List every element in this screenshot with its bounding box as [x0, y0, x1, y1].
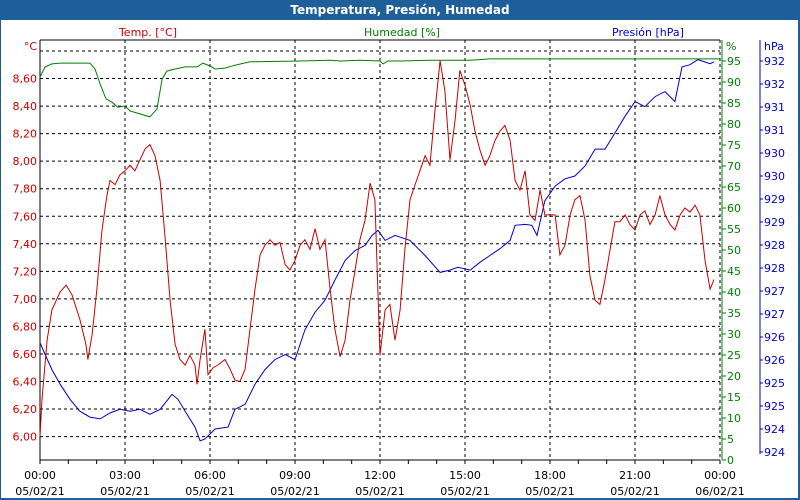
pressure-tick-label: 931: [764, 101, 785, 114]
x-tick-date: 05/02/21: [185, 485, 234, 498]
humidity-tick-label: 80: [727, 118, 741, 131]
temp-tick-label: 6,40: [13, 376, 38, 389]
legend-pressure: Presión [hPa]: [612, 26, 684, 39]
humidity-tick-label: 30: [727, 328, 741, 341]
humidity-tick-label: 65: [727, 181, 741, 194]
temp-tick-label: 8,40: [13, 100, 38, 113]
x-tick-date: 05/02/21: [100, 485, 149, 498]
humidity-tick-label: 5: [727, 433, 734, 446]
temperature-line: [39, 60, 715, 437]
temp-tick-label: 6,60: [13, 348, 38, 361]
x-tick-date: 05/02/21: [355, 485, 404, 498]
humidity-tick-label: 50: [727, 244, 741, 257]
humidity-tick-label: 55: [727, 223, 741, 236]
pressure-tick-label: 925: [764, 400, 785, 413]
humidity-tick-label: 60: [727, 202, 741, 215]
temp-tick-label: 6,00: [13, 431, 38, 444]
pressure-tick-label: 932: [764, 55, 785, 68]
legend-humidity: Humedad [%]: [364, 26, 440, 39]
x-tick-time: 00:00: [704, 469, 736, 482]
humidity-tick-label: 75: [727, 139, 741, 152]
x-tick-date: 05/02/21: [525, 485, 574, 498]
temp-tick-label: 7,40: [13, 238, 38, 251]
humidity-tick-label: 90: [727, 76, 741, 89]
axes: 6,00 6,20 6,40 6,60 6,80 7,00 7,20 7,40 7,60 7,80…: [13, 39, 785, 498]
humidity-tick-label: 20: [727, 370, 741, 383]
humidity-line: [39, 58, 720, 118]
pressure-tick-label: 931: [764, 124, 785, 137]
humidity-tick-label: 85: [727, 97, 741, 110]
humidity-tick-label: 0: [727, 454, 734, 467]
pressure-tick-label: 925: [764, 377, 785, 390]
humidity-tick-label: 70: [727, 160, 741, 173]
x-tick-date: 05/02/21: [15, 485, 64, 498]
temp-tick-label: 6,80: [13, 320, 38, 333]
temp-tick-label: 7,20: [13, 265, 38, 278]
x-tick-time: 00:00: [24, 469, 56, 482]
humidity-tick-label: 10: [727, 412, 741, 425]
pressure-tick-label: 926: [764, 331, 785, 344]
x-tick-time: 12:00: [364, 469, 396, 482]
x-tick-time: 09:00: [279, 469, 311, 482]
humidity-unit-label: %: [726, 40, 736, 53]
x-tick-time: 21:00: [619, 469, 651, 482]
humidity-tick-label: 40: [727, 286, 741, 299]
pressure-tick-label: 927: [764, 308, 785, 321]
x-tick-time: 03:00: [109, 469, 141, 482]
humidity-tick-label: 45: [727, 265, 741, 278]
grid: [40, 40, 721, 460]
series-lines: [39, 58, 720, 442]
pressure-tick-label: 930: [764, 170, 785, 183]
pressure-tick-label: 924: [764, 446, 785, 459]
pressure-tick-label: 928: [764, 239, 785, 252]
temp-tick-label: 6,20: [13, 403, 38, 416]
pressure-tick-label: 930: [764, 147, 785, 160]
pressure-tick-label: 927: [764, 285, 785, 298]
temp-tick-label: 7,00: [13, 293, 38, 306]
temp-tick-label: 8,60: [13, 73, 38, 86]
pressure-tick-label: 924: [764, 423, 785, 436]
x-tick-time: 18:00: [534, 469, 566, 482]
temp-tick-label: 7,80: [13, 183, 38, 196]
x-tick-date: 05/02/21: [440, 485, 489, 498]
humidity-tick-label: 25: [727, 349, 741, 362]
temp-tick-label: 7,60: [13, 210, 38, 223]
temp-unit-label: °C: [24, 40, 38, 53]
pressure-tick-label: 929: [764, 216, 785, 229]
chart-panel: [1, 20, 798, 498]
temp-tick-label: 8,20: [13, 128, 38, 141]
humidity-tick-label: 35: [727, 307, 741, 320]
pressure-tick-label: 926: [764, 354, 785, 367]
x-tick-time: 15:00: [449, 469, 481, 482]
pressure-tick-label: 932: [764, 78, 785, 91]
pressure-tick-label: 929: [764, 193, 785, 206]
temp-tick-label: 8,00: [13, 155, 38, 168]
humidity-tick-label: 15: [727, 391, 741, 404]
x-tick-date: 05/02/21: [610, 485, 659, 498]
chart-title: Temperatura, Presión, Humedad: [290, 3, 510, 17]
x-tick-time: 06:00: [194, 469, 226, 482]
x-tick-date: 05/02/21: [270, 485, 319, 498]
pressure-tick-label: 928: [764, 262, 785, 275]
humidity-tick-label: 95: [727, 55, 741, 68]
pressure-line: [39, 59, 715, 442]
legend-temp: Temp. [°C]: [118, 26, 177, 39]
x-tick-date: 06/02/21: [695, 485, 744, 498]
pressure-unit-label: hPa: [764, 40, 784, 53]
